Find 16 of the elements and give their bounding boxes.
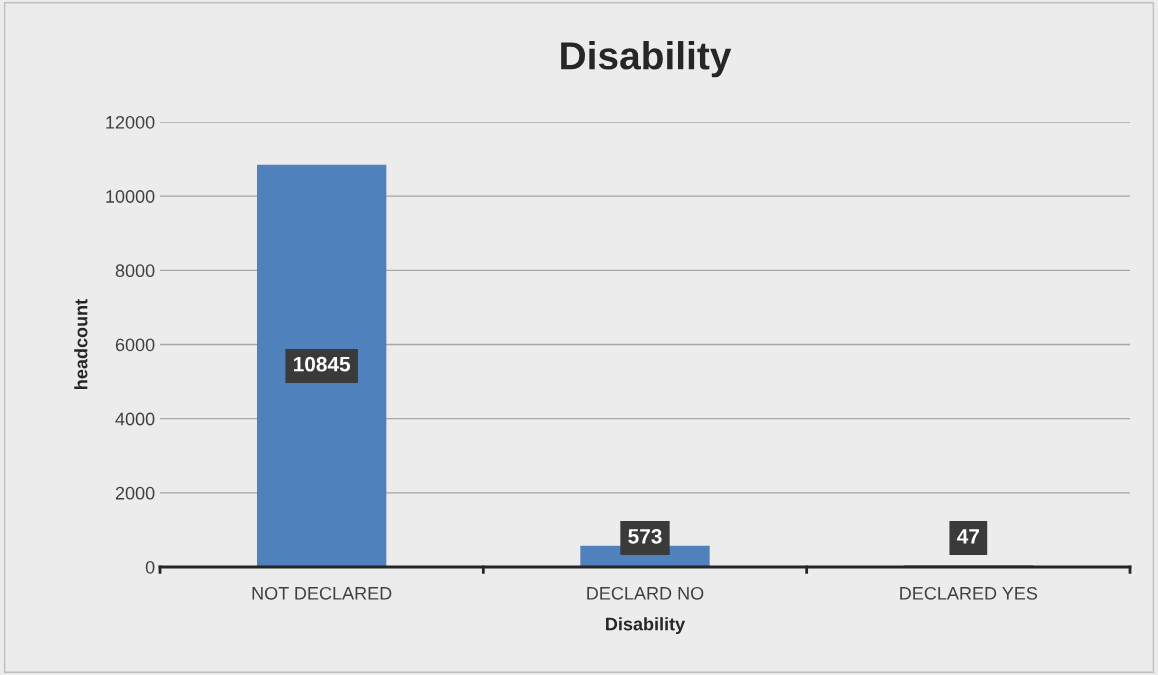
chart-title: Disability [561, 41, 732, 78]
x-tick-label: DECLARD NO [587, 586, 704, 600]
y-tick-label: 4000 [115, 412, 155, 426]
y-tick-label: 10000 [106, 190, 155, 203]
y-tick-label: 12000 [106, 115, 155, 129]
y-tick-label: 8000 [115, 264, 155, 278]
x-tick-label: NOT DECLARED [252, 586, 392, 600]
y-tick-label: 2000 [115, 486, 155, 500]
x-axis-title: Disability [606, 617, 686, 634]
data-label: 573 [628, 528, 662, 544]
y-axis-title: headcount [74, 299, 88, 389]
y-tick-label: 0 [145, 560, 155, 574]
y-tick-label: 6000 [115, 338, 155, 352]
data-label: 47 [957, 529, 980, 544]
data-label: 10845 [294, 356, 351, 372]
x-tick-label: DECLARED YES [900, 586, 1038, 600]
